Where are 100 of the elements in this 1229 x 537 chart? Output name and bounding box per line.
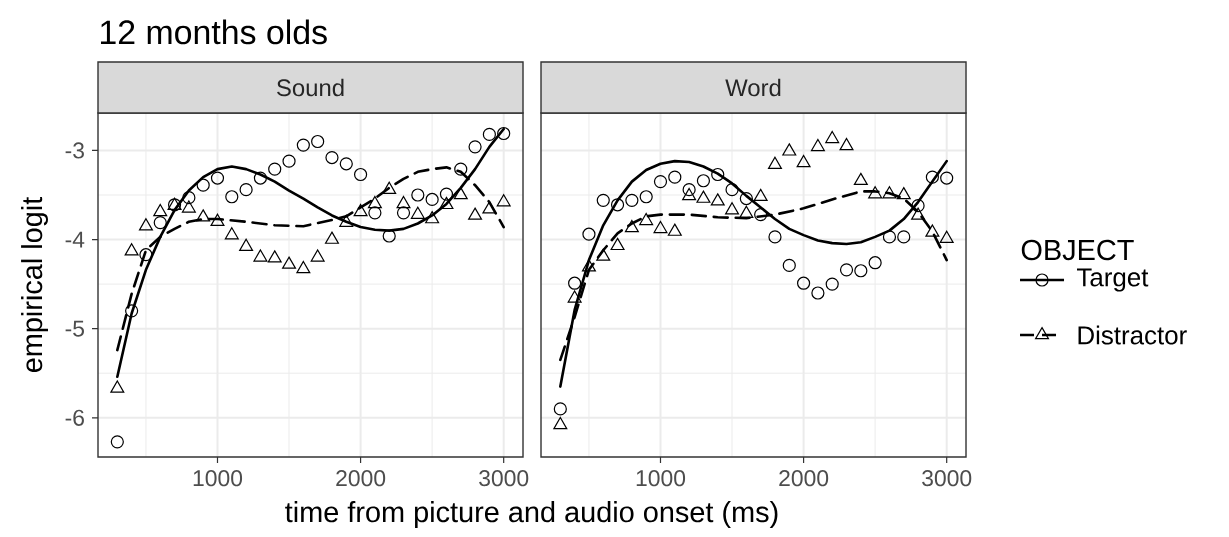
legend-label: Distractor xyxy=(1078,325,1187,345)
point xyxy=(410,206,425,219)
point xyxy=(653,220,668,234)
point xyxy=(897,230,911,244)
x-tick-label: 2000 xyxy=(779,470,829,487)
point xyxy=(624,219,639,233)
point xyxy=(296,260,311,274)
point xyxy=(696,174,711,188)
point xyxy=(596,248,611,261)
point xyxy=(939,230,954,243)
point xyxy=(253,171,268,185)
point xyxy=(668,170,682,184)
point xyxy=(882,186,897,199)
point xyxy=(239,183,253,197)
point xyxy=(482,127,496,141)
chart-title: 12 months olds xyxy=(100,19,327,45)
point xyxy=(253,249,268,262)
point xyxy=(225,190,239,204)
point xyxy=(825,130,840,144)
point xyxy=(754,207,768,222)
point xyxy=(596,193,610,207)
point xyxy=(496,194,511,207)
x-tick-label: 3000 xyxy=(479,470,529,487)
point xyxy=(625,193,639,207)
point xyxy=(796,276,811,290)
point xyxy=(453,186,468,200)
y-axis-title: empirical logit xyxy=(21,196,48,373)
point xyxy=(339,157,353,171)
point xyxy=(667,223,682,236)
point xyxy=(568,276,582,290)
point xyxy=(353,167,368,182)
point xyxy=(310,249,325,262)
point xyxy=(868,186,883,199)
point xyxy=(239,238,254,251)
point xyxy=(296,138,310,152)
point xyxy=(925,170,939,184)
point xyxy=(124,243,139,256)
point xyxy=(610,237,625,251)
point xyxy=(267,250,282,263)
x-tick-label: 1000 xyxy=(193,470,243,487)
point xyxy=(482,201,497,214)
point xyxy=(854,264,868,278)
point xyxy=(138,218,153,231)
x-tick-label: 2000 xyxy=(336,470,386,487)
point xyxy=(868,256,882,270)
point xyxy=(325,150,339,165)
point xyxy=(639,190,653,204)
point xyxy=(468,140,482,154)
point xyxy=(839,137,854,151)
point xyxy=(282,256,297,269)
point xyxy=(853,172,868,186)
point xyxy=(825,277,839,291)
point xyxy=(439,196,454,210)
point xyxy=(711,167,725,182)
point xyxy=(311,134,325,149)
point xyxy=(925,224,940,237)
point xyxy=(739,191,753,206)
point xyxy=(353,203,368,217)
point xyxy=(940,171,954,185)
point xyxy=(468,207,483,220)
point xyxy=(396,195,411,209)
point xyxy=(782,143,797,156)
point xyxy=(210,171,225,185)
point xyxy=(567,290,582,303)
point xyxy=(368,206,382,220)
point xyxy=(425,211,440,224)
point xyxy=(411,188,425,202)
x-tick-label: 3000 xyxy=(922,470,972,487)
point xyxy=(439,187,454,201)
point xyxy=(725,202,740,215)
y-tick-label: -5 xyxy=(65,320,84,337)
point xyxy=(768,230,782,244)
point xyxy=(153,203,168,217)
legend-title: OBJECT xyxy=(1021,239,1134,261)
y-tick-label: -3 xyxy=(65,142,84,159)
point xyxy=(811,286,825,300)
point xyxy=(682,187,697,201)
point xyxy=(810,138,825,152)
point xyxy=(182,191,196,205)
y-tick-label: -4 xyxy=(65,231,85,248)
point xyxy=(210,213,225,227)
legend-label: Target xyxy=(1077,268,1149,292)
point xyxy=(682,183,696,197)
point xyxy=(696,190,711,203)
point xyxy=(153,216,167,230)
point xyxy=(911,207,926,220)
point xyxy=(911,199,925,213)
point xyxy=(367,195,382,209)
chart-subtitle: Sound xyxy=(277,78,344,97)
point xyxy=(382,181,397,194)
point xyxy=(896,186,911,200)
point xyxy=(224,227,239,240)
point xyxy=(282,154,296,168)
point xyxy=(582,227,596,241)
point xyxy=(725,183,739,197)
point xyxy=(739,205,754,218)
point xyxy=(639,212,654,226)
y-tick-label: -6 xyxy=(65,409,84,426)
point xyxy=(382,229,396,243)
point xyxy=(110,380,125,393)
